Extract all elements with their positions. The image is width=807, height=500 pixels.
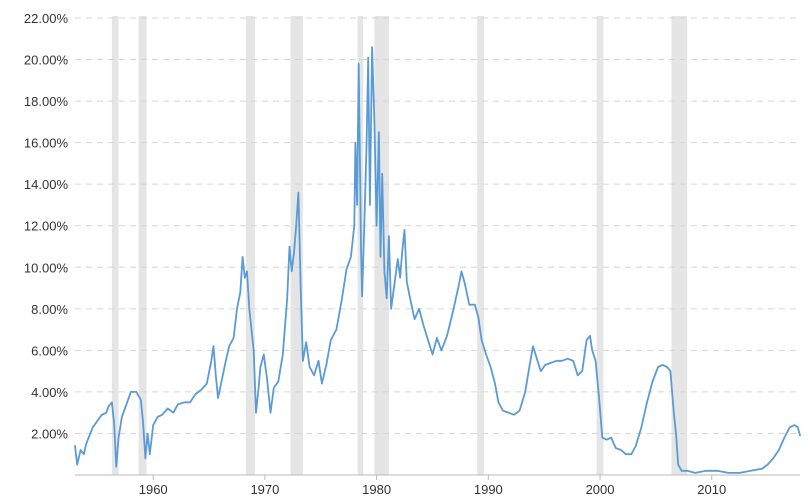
y-tick-label: 4.00% bbox=[31, 385, 68, 400]
y-tick-label: 18.00% bbox=[24, 94, 69, 109]
x-tick-label: 1960 bbox=[139, 482, 168, 497]
x-tick-label: 1990 bbox=[474, 482, 503, 497]
recession-band bbox=[671, 16, 688, 475]
recession-band bbox=[477, 16, 484, 475]
series-lines bbox=[74, 46, 801, 474]
y-tick-label: 14.00% bbox=[24, 177, 69, 192]
x-tick-label: 1970 bbox=[250, 482, 279, 497]
x-tick-label: 1980 bbox=[362, 482, 391, 497]
recession-band bbox=[596, 16, 604, 475]
x-axis-tick-labels: 1960 1970 1980 1990 2000 2010 bbox=[139, 482, 726, 497]
y-tick-label: 8.00% bbox=[31, 302, 68, 317]
x-axis bbox=[75, 474, 800, 480]
y-tick-label: 22.00% bbox=[24, 11, 69, 26]
recession-band bbox=[290, 16, 303, 475]
recession-band bbox=[374, 16, 389, 475]
recession-bands bbox=[111, 16, 688, 475]
recession-band bbox=[111, 16, 119, 475]
y-tick-label: 12.00% bbox=[24, 219, 69, 234]
recession-band bbox=[138, 16, 147, 475]
y-tick-label: 16.00% bbox=[24, 136, 69, 151]
series-line bbox=[74, 46, 801, 474]
y-tick-label: 20.00% bbox=[24, 53, 69, 68]
y-tick-label: 2.00% bbox=[31, 426, 68, 441]
gridlines bbox=[75, 17, 800, 434]
y-axis-tick-labels: 2.00% 4.00% 6.00% 8.00% 10.00% 12.00% 14.00% 16… bbox=[24, 11, 69, 441]
y-tick-label: 10.00% bbox=[24, 260, 69, 275]
x-tick-label: 2000 bbox=[586, 482, 615, 497]
recession-band bbox=[245, 16, 255, 475]
x-tick-label: 2010 bbox=[697, 482, 726, 497]
y-tick-label: 6.00% bbox=[31, 343, 68, 358]
